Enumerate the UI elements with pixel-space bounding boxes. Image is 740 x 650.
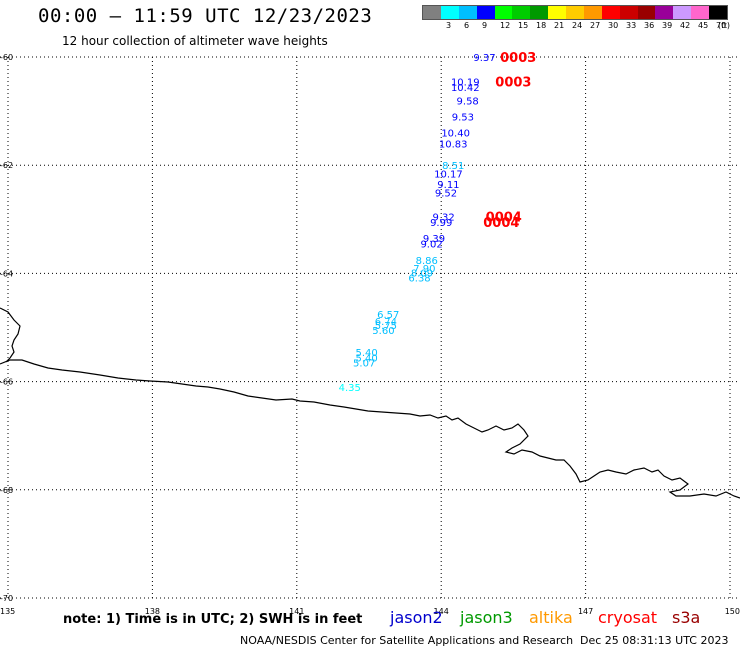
legend-label: 70	[716, 21, 727, 30]
latitude-tick-label: -60	[0, 53, 13, 62]
wave-height-label: 5.75	[375, 321, 397, 332]
footer-credit: NOAA/NESDIS Center for Satellite Applica…	[240, 634, 574, 647]
map-subtitle: 12 hour collection of altimeter wave hei…	[62, 34, 328, 48]
wave-height-color-legend	[422, 5, 728, 20]
legend-swatch	[655, 6, 674, 19]
longitude-tick-label: 144	[434, 607, 449, 616]
wave-height-label: 8.09	[411, 268, 433, 279]
wave-height-label: 9.02	[420, 240, 442, 251]
legend-label: 3	[446, 21, 452, 30]
legend-label: 18	[536, 21, 547, 30]
wave-height-label: 10.40	[441, 129, 470, 140]
observation-time-label: 0003	[500, 51, 536, 66]
legend-label: 12	[500, 21, 511, 30]
legend-unit: (ft)	[718, 21, 731, 30]
longitude-tick-label: 147	[578, 607, 593, 616]
footer-timestamp: Dec 25 08:31:13 UTC 2023	[580, 634, 729, 647]
legend-swatch	[709, 6, 727, 19]
legend-swatch	[476, 6, 495, 19]
legend-swatch	[637, 6, 656, 19]
satellite-name: jason3	[460, 608, 513, 627]
wave-height-label: 6.74	[375, 317, 397, 328]
observation-time-label: 0003	[495, 75, 531, 90]
wave-height-label: 10.19	[451, 77, 480, 88]
wave-height-label: 9.37	[473, 53, 495, 64]
legend-swatch	[673, 6, 692, 19]
map-title: 00:00 – 11:59 UTC 12/23/2023	[38, 5, 373, 27]
legend-swatch	[494, 6, 513, 19]
wave-height-label: 8.51	[442, 161, 464, 172]
wave-height-label: 8.86	[416, 256, 438, 267]
wave-height-label: 10.42	[451, 83, 480, 94]
legend-label: 24	[572, 21, 583, 30]
map-grid	[0, 56, 740, 599]
units-note: note: 1) Time is in UTC; 2) SWH is in fe…	[63, 612, 363, 627]
longitude-tick-label: 135	[0, 607, 15, 616]
wave-height-label: 6.38	[408, 274, 430, 285]
longitude-tick-label: 141	[289, 607, 304, 616]
observation-time-label: 0004	[486, 211, 522, 226]
legend-swatch	[583, 6, 602, 19]
wave-height-label: 9.32	[432, 213, 454, 224]
wave-height-label: 9.11	[437, 180, 459, 191]
wave-height-label: 10.17	[434, 169, 463, 180]
legend-swatch	[601, 6, 620, 19]
legend-label: 15	[518, 21, 529, 30]
legend-swatch	[440, 6, 459, 19]
wave-height-label: 9.53	[452, 113, 474, 124]
latitude-tick-label: -68	[0, 486, 13, 495]
legend-label: 21	[554, 21, 565, 30]
legend-swatch	[548, 6, 566, 19]
wave-height-label: 9.58	[457, 96, 479, 107]
legend-label: 39	[662, 21, 673, 30]
wave-height-label: 5.40	[355, 348, 377, 359]
satellite-name: jason2	[390, 608, 443, 627]
longitude-tick-label: 138	[145, 607, 160, 616]
latitude-tick-label: -70	[0, 594, 13, 603]
wave-height-label: 5.60	[372, 326, 394, 337]
latitude-tick-labels: -60 -62 -64 -66 -68 -70	[0, 53, 13, 603]
legend-label: 45	[698, 21, 709, 30]
wave-height-label: 9.99	[430, 218, 452, 229]
wave-height-label: 6.57	[377, 310, 399, 321]
wave-height-label: 10.83	[439, 140, 468, 151]
longitude-tick-labels: 135 138 141 144 147 150	[0, 607, 740, 616]
legend-label: 33	[626, 21, 637, 30]
wave-height-label: 9.52	[435, 188, 457, 199]
legend-label: 9	[482, 21, 488, 30]
satellite-name: s3a	[672, 608, 701, 627]
latitude-tick-label: -66	[0, 378, 13, 387]
legend-swatch	[530, 6, 549, 19]
legend-label: 36	[644, 21, 655, 30]
legend-swatch	[512, 6, 531, 19]
legend-swatch	[566, 6, 584, 19]
wave-height-label: 9.39	[423, 234, 445, 245]
latitude-tick-label: -64	[0, 269, 13, 278]
legend-swatch	[423, 6, 441, 19]
legend-label: 30	[608, 21, 619, 30]
latitude-tick-label: -62	[0, 161, 13, 170]
wave-height-label: 4.35	[339, 383, 361, 394]
legend-labels: 3 6 9 12 15 18 21 24 27 30 33 36 39 42 45 70 (ft)	[422, 21, 740, 33]
legend-label: 6	[464, 21, 470, 30]
satellite-name: altika	[529, 608, 573, 627]
antarctic-coastline	[0, 359, 740, 499]
wave-height-label: 5.07	[353, 359, 375, 370]
wave-height-label: 5.40	[355, 353, 377, 364]
antarctic-coastline-west	[0, 307, 21, 363]
legend-label: 27	[590, 21, 601, 30]
legend-swatch	[691, 6, 709, 19]
observation-time-label: 0004	[483, 216, 519, 231]
legend-swatch	[458, 6, 477, 19]
satellite-name: cryosat	[598, 608, 658, 627]
legend-label: 42	[680, 21, 691, 30]
wave-height-label: 7.90	[413, 264, 435, 275]
longitude-tick-label: 150	[725, 607, 740, 616]
legend-swatch	[619, 6, 638, 19]
